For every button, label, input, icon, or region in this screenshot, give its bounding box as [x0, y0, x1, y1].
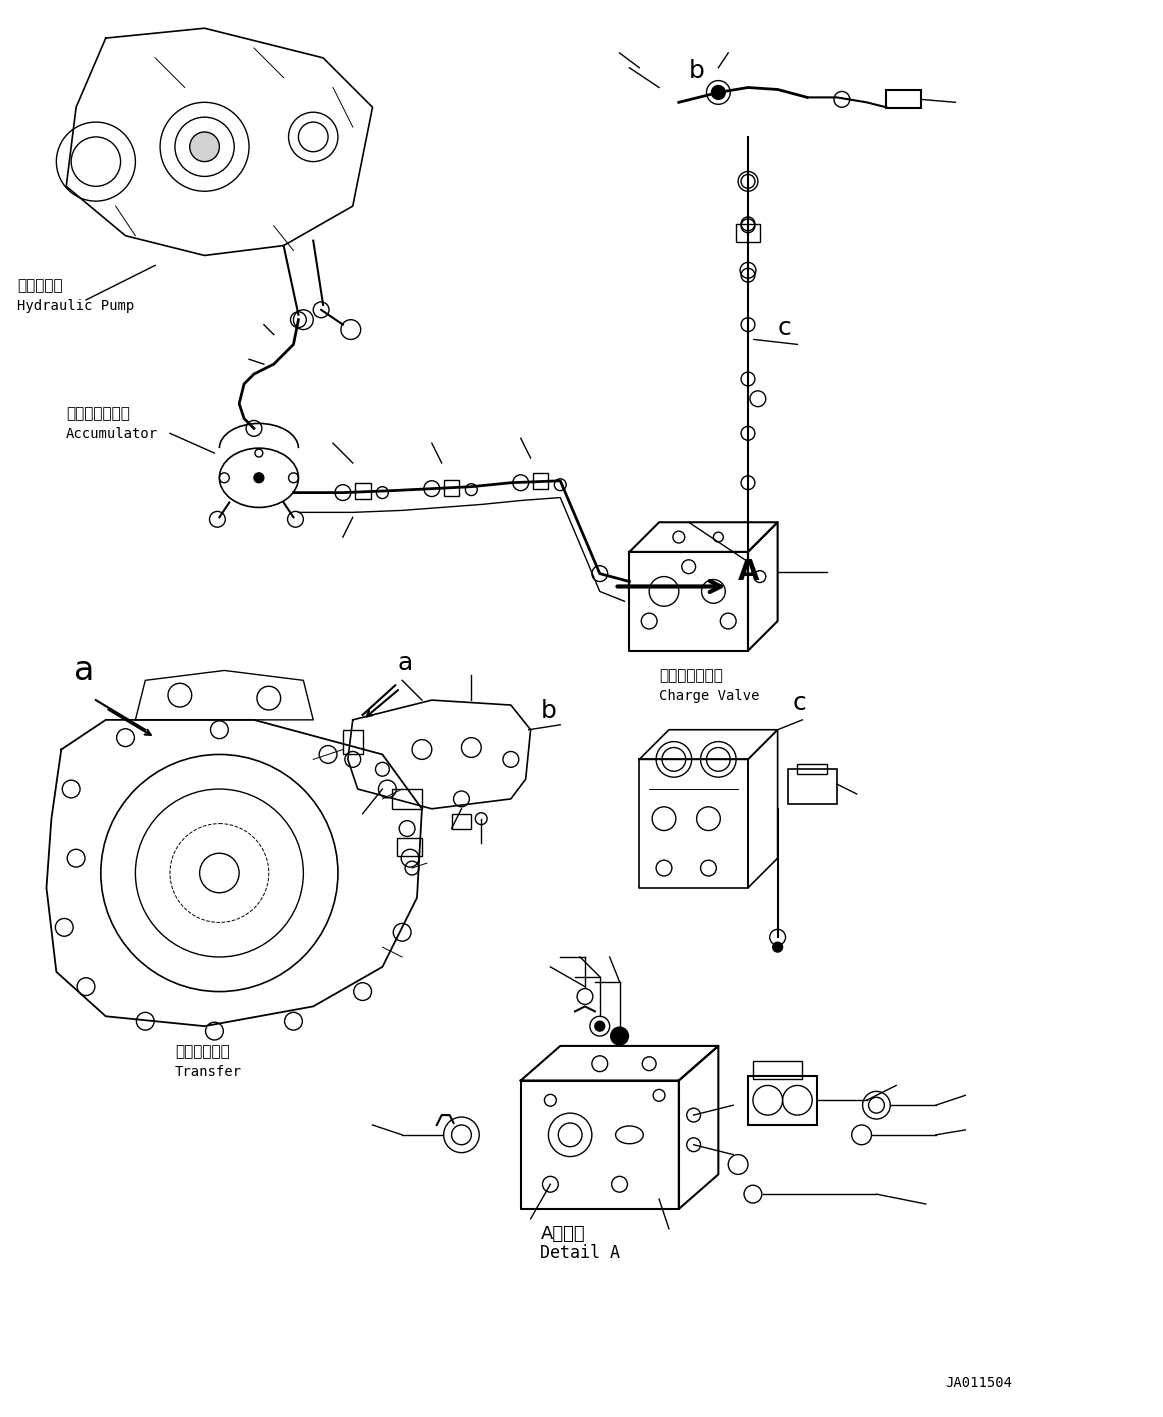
- Bar: [798, 764, 827, 774]
- Bar: [398, 839, 422, 856]
- Circle shape: [56, 918, 73, 937]
- Circle shape: [136, 1012, 155, 1030]
- Circle shape: [393, 924, 411, 941]
- Text: a: a: [398, 652, 413, 676]
- Bar: [752, 1061, 802, 1078]
- Circle shape: [77, 978, 95, 996]
- Bar: [443, 480, 459, 496]
- Circle shape: [451, 1125, 471, 1145]
- Text: Charge Valve: Charge Valve: [659, 689, 759, 703]
- Circle shape: [869, 1097, 884, 1114]
- Circle shape: [423, 480, 440, 496]
- Text: チャージバルブ: チャージバルブ: [659, 669, 723, 683]
- Bar: [533, 473, 549, 489]
- Text: c: c: [792, 691, 806, 716]
- Circle shape: [335, 485, 351, 500]
- Circle shape: [206, 1022, 223, 1040]
- Circle shape: [401, 849, 419, 867]
- Text: Transfer: Transfer: [174, 1064, 242, 1078]
- Text: A　詳細: A 詳細: [541, 1224, 585, 1243]
- Circle shape: [741, 218, 755, 232]
- Text: JA011504: JA011504: [946, 1376, 1013, 1390]
- Bar: [392, 789, 422, 809]
- Circle shape: [63, 781, 80, 798]
- Bar: [736, 224, 759, 242]
- Circle shape: [319, 745, 337, 764]
- Ellipse shape: [615, 1127, 643, 1144]
- Circle shape: [558, 1124, 582, 1146]
- Circle shape: [378, 781, 397, 798]
- Circle shape: [211, 721, 228, 738]
- Bar: [355, 483, 371, 499]
- Circle shape: [285, 1012, 302, 1030]
- Circle shape: [741, 373, 755, 385]
- Bar: [748, 1076, 818, 1125]
- Circle shape: [741, 427, 755, 441]
- Circle shape: [594, 1022, 605, 1032]
- Bar: [886, 91, 921, 108]
- Bar: [787, 769, 837, 803]
- Text: c: c: [778, 316, 791, 340]
- Circle shape: [354, 982, 371, 1000]
- Text: b: b: [688, 58, 705, 82]
- Circle shape: [744, 1185, 762, 1203]
- Circle shape: [592, 565, 608, 581]
- Circle shape: [712, 85, 726, 99]
- Text: b: b: [541, 699, 556, 723]
- Ellipse shape: [220, 448, 299, 507]
- Circle shape: [772, 942, 783, 952]
- Bar: [343, 730, 363, 754]
- Circle shape: [254, 473, 264, 483]
- Circle shape: [741, 317, 755, 332]
- Circle shape: [741, 268, 755, 282]
- Text: Detail A: Detail A: [541, 1244, 621, 1263]
- Circle shape: [67, 849, 85, 867]
- Text: a: a: [74, 655, 94, 687]
- Text: トランスファ: トランスファ: [174, 1044, 229, 1058]
- Circle shape: [741, 476, 755, 490]
- Text: Accumulator: Accumulator: [66, 428, 158, 441]
- Circle shape: [513, 475, 529, 490]
- Text: A: A: [739, 557, 759, 585]
- Circle shape: [611, 1027, 628, 1044]
- Circle shape: [190, 132, 220, 162]
- Circle shape: [116, 728, 135, 747]
- Text: アキュムレータ: アキュムレータ: [66, 407, 130, 421]
- Bar: [451, 813, 471, 829]
- Text: 油圧ポンプ: 油圧ポンプ: [16, 278, 63, 293]
- Circle shape: [741, 174, 755, 188]
- Text: Hydraulic Pump: Hydraulic Pump: [16, 299, 134, 313]
